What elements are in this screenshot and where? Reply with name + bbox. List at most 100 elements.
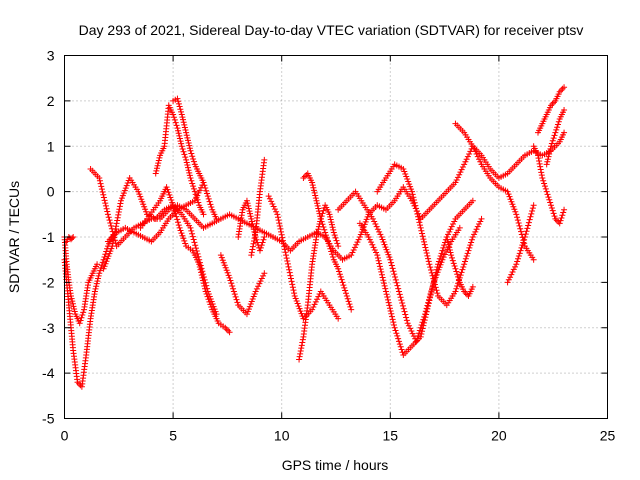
data-point-marker (404, 320, 411, 327)
data-point-marker (258, 275, 265, 282)
data-point-marker (397, 294, 404, 301)
data-point-marker (221, 262, 228, 269)
data-point-marker (395, 285, 402, 292)
data-point-marker (382, 288, 389, 295)
data-point-marker (279, 237, 286, 244)
data-point-marker (518, 228, 525, 235)
data-point-marker (190, 236, 197, 243)
data-point-marker (187, 147, 194, 154)
data-point-marker (180, 119, 187, 126)
series-arc-24 (543, 106, 568, 168)
data-point-marker (251, 237, 258, 244)
data-point-marker (522, 231, 529, 238)
data-point-marker (282, 249, 289, 256)
data-point-marker (135, 188, 142, 195)
data-point-marker (372, 221, 379, 228)
data-point-marker (253, 285, 260, 292)
data-point-marker (246, 208, 253, 215)
data-point-marker (185, 140, 192, 147)
data-point-marker (441, 251, 448, 258)
data-point-marker (427, 294, 434, 301)
data-point-marker (370, 244, 377, 251)
data-point-marker (316, 210, 323, 217)
data-point-marker (517, 247, 524, 254)
data-point-marker (547, 145, 554, 152)
series-arc-14 (296, 202, 342, 363)
data-point-marker (337, 273, 344, 280)
y-axis-title: SDTVAR / TECUs (6, 181, 22, 293)
data-point-marker (361, 221, 368, 228)
data-point-marker (423, 308, 430, 315)
data-point-marker (369, 241, 376, 248)
data-point-marker (219, 257, 226, 264)
data-point-marker (310, 304, 317, 311)
data-point-marker (185, 167, 192, 174)
data-point-marker (378, 268, 385, 275)
data-point-marker (195, 199, 202, 206)
data-point-marker (380, 280, 387, 287)
data-point-marker (228, 280, 235, 287)
data-point-marker (270, 203, 277, 210)
data-point-marker (402, 170, 409, 177)
data-point-marker (312, 195, 319, 202)
data-point-marker (180, 148, 187, 155)
data-point-marker (248, 218, 255, 225)
data-point-marker (330, 226, 337, 233)
data-point-marker (561, 84, 568, 91)
data-point-marker (168, 197, 175, 204)
data-point-marker (295, 303, 302, 310)
data-point-marker (387, 256, 394, 263)
data-point-marker (463, 253, 470, 260)
data-point-marker (559, 212, 566, 219)
data-point-marker (183, 156, 190, 163)
data-point-marker (206, 198, 213, 205)
data-point-marker (175, 100, 182, 107)
y-tick-label: 1 (47, 138, 55, 154)
data-point-marker (177, 138, 184, 145)
data-point-marker (555, 118, 562, 125)
data-point-marker (351, 244, 358, 251)
data-point-marker (466, 244, 473, 251)
data-point-marker (257, 278, 264, 285)
data-point-marker (102, 200, 109, 207)
data-point-marker (512, 263, 519, 270)
data-point-marker (113, 220, 120, 227)
data-point-marker (452, 179, 459, 186)
data-point-marker (180, 116, 187, 123)
data-point-marker (334, 240, 341, 247)
axis-layer: 0 5 10 15 20 25 -5 -4 -3 -2 -1 0 1 2 3 (42, 48, 615, 444)
data-point-marker (472, 228, 479, 235)
data-point-marker (138, 196, 145, 203)
data-point-marker (429, 272, 436, 279)
data-point-marker (249, 246, 256, 253)
data-point-marker (250, 240, 257, 247)
data-point-marker (408, 327, 415, 334)
data-point-marker (445, 241, 452, 248)
data-point-marker (419, 328, 426, 335)
data-point-marker (100, 191, 107, 198)
data-point-marker (412, 202, 419, 209)
series-arc-2 (61, 234, 101, 327)
data-point-marker (415, 216, 422, 223)
data-point-marker (312, 298, 319, 305)
data-point-marker (165, 189, 172, 196)
data-point-marker (155, 160, 162, 167)
data-point-marker (477, 158, 484, 165)
data-point-marker (440, 244, 447, 251)
data-point-marker (422, 314, 429, 321)
data-point-marker (280, 240, 287, 247)
data-point-marker (435, 261, 442, 268)
data-point-marker (92, 285, 99, 292)
data-point-marker (514, 217, 521, 224)
data-point-marker (393, 279, 400, 286)
data-point-marker (78, 314, 85, 321)
data-point-marker (152, 170, 159, 177)
data-point-marker (289, 284, 296, 291)
data-point-marker (476, 221, 483, 228)
data-point-marker (309, 306, 316, 313)
data-point-marker (446, 228, 453, 235)
data-point-marker (68, 295, 75, 302)
data-point-marker (189, 233, 196, 240)
series-arc-7 (137, 184, 233, 336)
data-point-marker (431, 278, 438, 285)
